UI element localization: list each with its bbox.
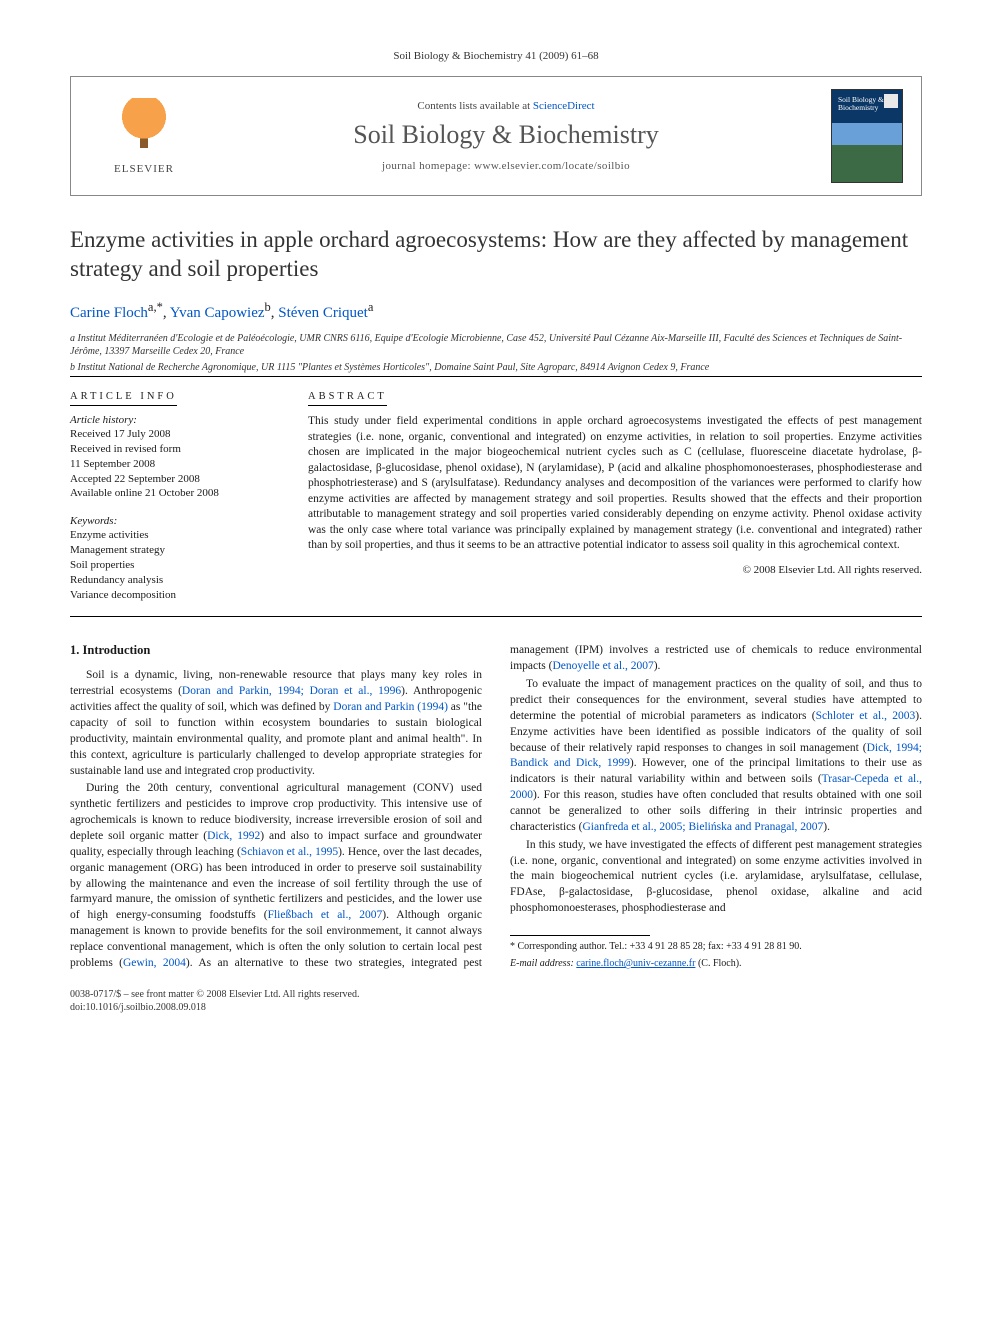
footer-doi: doi:10.1016/j.soilbio.2008.09.018 [70,1001,922,1014]
email-link[interactable]: carine.floch@univ-cezanne.fr [576,958,695,969]
contents-line: Contents lists available at ScienceDirec… [199,100,813,112]
article-info-heading: ARTICLE INFO [70,391,177,406]
elsevier-wordmark: ELSEVIER [114,163,174,175]
body-columns: 1. Introduction Soil is a dynamic, livin… [70,643,922,971]
homepage-url: www.elsevier.com/locate/soilbio [474,160,630,172]
section-heading: 1. Introduction [70,643,482,658]
author-link[interactable]: Stéven Criquet [278,305,368,321]
keyword: Redundancy analysis [70,573,280,588]
running-head: Soil Biology & Biochemistry 41 (2009) 61… [70,50,922,62]
author-link[interactable]: Carine Floch [70,305,148,321]
keyword: Soil properties [70,558,280,573]
keyword: Variance decomposition [70,588,280,603]
journal-name: Soil Biology & Biochemistry [199,120,813,150]
keyword: Management strategy [70,543,280,558]
paragraph: In this study, we have investigated the … [510,838,922,917]
abstract-text: This study under field experimental cond… [308,414,922,554]
email-label: E-mail address: [510,958,574,969]
author-sup: b [265,300,271,314]
author-link[interactable]: Yvan Capowiez [170,305,265,321]
homepage-line: journal homepage: www.elsevier.com/locat… [199,160,813,172]
contents-prefix: Contents lists available at [417,100,532,112]
homepage-prefix: journal homepage: [382,160,474,172]
history-item: Received 17 July 2008 [70,427,280,442]
history-item: Available online 21 October 2008 [70,486,280,501]
elsevier-logo: ELSEVIER [89,98,199,175]
elsevier-tree-icon [114,98,174,160]
author-line: Carine Flocha,*, Yvan Capowiezb, Stéven … [70,300,922,322]
abstract-column: ABSTRACT This study under field experime… [308,387,922,602]
email-footnote: E-mail address: carine.floch@univ-cezann… [510,957,922,970]
footnote-rule [510,935,650,936]
article-info-column: ARTICLE INFO Article history: Received 1… [70,387,280,602]
history-item: Received in revised form [70,442,280,457]
journal-cover-thumb: Soil Biology & Biochemistry [831,89,903,183]
abstract-heading: ABSTRACT [308,391,387,406]
paragraph: To evaluate the impact of management pra… [510,677,922,836]
affiliation: a Institut Méditerranéen d'Ecologie et d… [70,332,922,359]
keyword: Enzyme activities [70,528,280,543]
cover-title: Soil Biology & Biochemistry [838,96,902,113]
paragraph: Soil is a dynamic, living, non-renewable… [70,668,482,779]
keywords-label: Keywords: [70,515,280,527]
corresponding-footnote: * Corresponding author. Tel.: +33 4 91 2… [510,940,922,953]
page-footer: 0038-0717/$ – see front matter © 2008 El… [70,988,922,1014]
masthead: ELSEVIER Contents lists available at Sci… [70,76,922,196]
author-sup: a,* [148,300,163,314]
history-label: Article history: [70,414,280,426]
history-item: 11 September 2008 [70,457,280,472]
abstract-copyright: © 2008 Elsevier Ltd. All rights reserved… [308,564,922,576]
sciencedirect-link[interactable]: ScienceDirect [533,100,595,112]
affiliation: b Institut National de Recherche Agronom… [70,361,922,375]
article-title: Enzyme activities in apple orchard agroe… [70,226,922,284]
author-sup: a [368,300,374,314]
email-who: (C. Floch). [698,958,742,969]
footer-line: 0038-0717/$ – see front matter © 2008 El… [70,988,922,1001]
history-item: Accepted 22 September 2008 [70,472,280,487]
